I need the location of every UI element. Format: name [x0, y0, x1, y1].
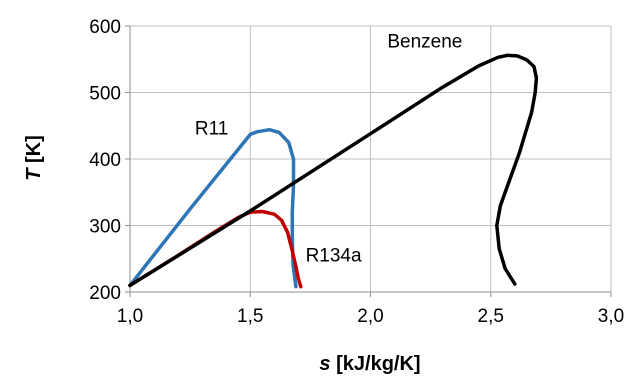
y-axis-title: T [K] — [23, 135, 45, 181]
y-tick-label: 600 — [89, 17, 121, 38]
grid-lines — [130, 25, 612, 292]
series-label-r134a: R134a — [306, 245, 362, 266]
y-axis-unit: [K] — [23, 135, 45, 168]
y-tick-label: 400 — [89, 150, 121, 171]
x-tick-label: 2,0 — [357, 306, 383, 327]
series-label-benzene: Benzene — [387, 31, 462, 52]
x-tick-label: 3,0 — [598, 306, 624, 327]
axes — [125, 25, 612, 297]
x-axis-title: s [kJ/kg/K] — [319, 353, 420, 375]
series-line-r11 — [128, 127, 298, 289]
series-labels: R11 R134a Benzene — [195, 31, 462, 266]
y-tick-label: 200 — [89, 283, 121, 304]
x-tick-label: 1,0 — [117, 306, 143, 327]
x-tick-label: 1,5 — [237, 306, 263, 327]
series-line-benzene — [128, 53, 539, 288]
y-axis-symbol: T — [23, 167, 45, 181]
series-label-r11: R11 — [195, 118, 228, 139]
x-axis-unit: [kJ/kg/K] — [331, 353, 421, 375]
series-line-r134a — [128, 209, 303, 289]
tick-labels: 1,0 1,5 2,0 2,5 3,0 200 300 400 500 600 — [89, 17, 624, 327]
y-tick-label: 500 — [89, 84, 121, 105]
series-lines — [128, 53, 539, 289]
x-tick-label: 2,5 — [478, 306, 504, 327]
y-tick-label: 300 — [89, 217, 121, 238]
x-axis-symbol: s — [319, 353, 330, 375]
